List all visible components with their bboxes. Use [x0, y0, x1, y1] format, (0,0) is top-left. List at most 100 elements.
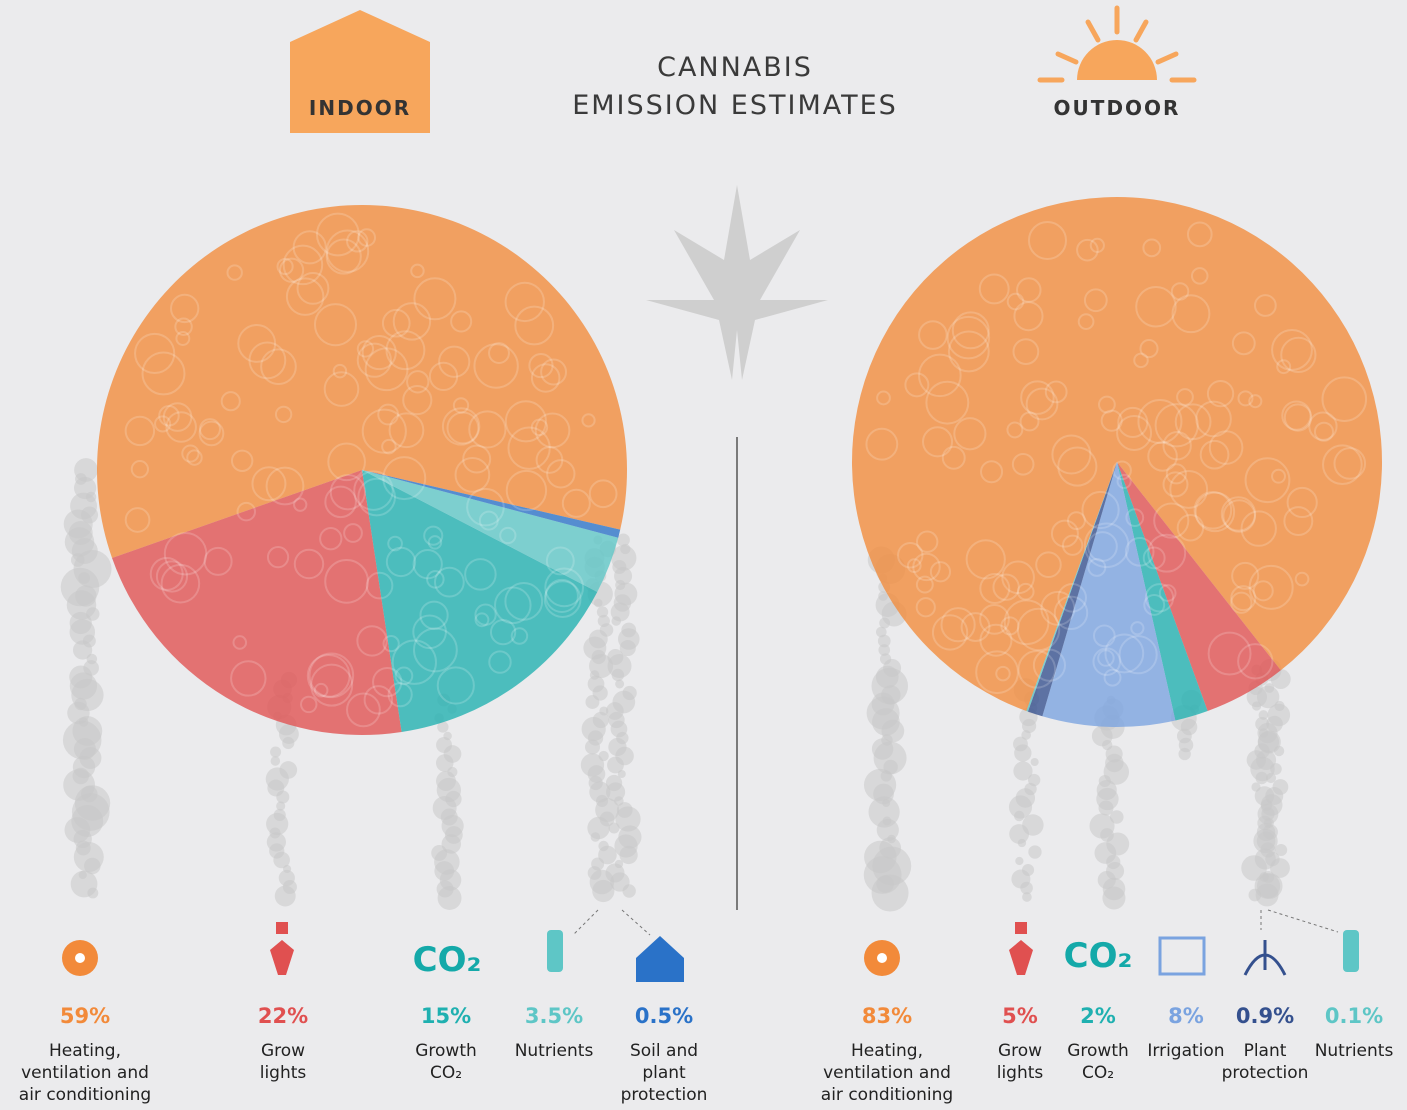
texture-bubble	[1144, 583, 1175, 613]
texture-bubble	[361, 334, 397, 371]
texture-bubble	[293, 497, 308, 512]
texture-bubble	[1231, 331, 1256, 356]
texture-bubble	[1222, 499, 1256, 533]
texture-bubble	[391, 639, 437, 685]
smoke-bubble	[273, 851, 290, 869]
lamp-icon	[1009, 922, 1033, 975]
texture-bubble	[353, 470, 394, 511]
texture-bubble	[544, 578, 579, 614]
texture-bubble	[220, 391, 241, 412]
texture-bubble	[1153, 502, 1190, 539]
texture-bubble	[1237, 643, 1274, 680]
texture-bubble	[149, 556, 184, 591]
smoke-bubble	[1251, 701, 1262, 711]
texture-bubble	[1283, 403, 1313, 432]
smoke-bubble	[441, 834, 461, 854]
texture-bubble	[1001, 560, 1035, 595]
title: CANNABIS	[657, 52, 813, 83]
greenhouse-icon	[636, 936, 684, 982]
texture-bubble	[1280, 336, 1317, 374]
smoke-bubble	[1014, 810, 1025, 822]
texture-bubble	[1322, 444, 1363, 486]
smoke-bubble	[1273, 745, 1285, 757]
texture-bubble	[544, 567, 585, 608]
smoke-bubble	[72, 640, 93, 660]
texture-bubble	[154, 415, 172, 433]
texture-bubble	[1252, 580, 1274, 602]
smoke-bubble	[276, 790, 290, 804]
category-label: Grow lights	[259, 1041, 307, 1083]
texture-bubble	[412, 614, 447, 650]
smoke-bubble	[1015, 856, 1024, 866]
texture-bubble	[452, 397, 470, 414]
texture-bubble	[995, 665, 1011, 682]
texture-bubble	[276, 257, 294, 276]
texture-bubble	[450, 310, 473, 333]
texture-bubble	[325, 238, 362, 275]
texture-bubble	[319, 527, 343, 551]
texture-bubble	[412, 627, 458, 673]
texture-bubble	[436, 666, 475, 705]
texture-bubble	[1083, 522, 1130, 569]
category-label: Grow lights	[996, 1041, 1044, 1083]
smoke-bubble	[1098, 800, 1114, 816]
pie-slice	[851, 197, 1382, 712]
texture-bubble	[329, 474, 367, 511]
smoke-bubble	[1178, 747, 1191, 761]
smoke-bubble	[1257, 731, 1280, 753]
texture-bubble	[489, 619, 517, 646]
texture-bubble	[162, 402, 193, 432]
texture-bubble	[1135, 285, 1177, 328]
plant-icon	[1243, 940, 1287, 976]
texture-bubble	[514, 305, 555, 346]
texture-bubble	[324, 558, 369, 604]
texture-bubble	[504, 281, 545, 323]
smoke-bubble	[1021, 718, 1037, 734]
texture-bubble	[478, 510, 499, 531]
texture-bubble	[357, 228, 377, 247]
smoke-bubble	[437, 721, 449, 733]
texture-bubble	[1076, 238, 1099, 262]
texture-bubble	[466, 487, 505, 527]
texture-bubble	[474, 603, 497, 626]
smoke-bubble	[1270, 763, 1282, 775]
texture-bubble	[155, 560, 189, 593]
value-label: 0.1%	[1324, 1004, 1384, 1028]
texture-bubble	[1016, 582, 1035, 601]
texture-bubble	[427, 535, 443, 550]
house-icon	[290, 10, 430, 133]
texture-bubble	[540, 358, 568, 386]
texture-bubble	[1230, 591, 1253, 614]
texture-bubble	[1130, 621, 1145, 636]
texture-bubble	[1116, 473, 1132, 490]
texture-bubble	[1186, 221, 1213, 248]
texture-bubble	[865, 427, 899, 461]
texture-bubble	[428, 361, 459, 392]
texture-bubble	[979, 623, 1013, 657]
texture-bubble	[232, 635, 248, 650]
texture-bubble	[925, 380, 970, 425]
texture-bubble	[226, 264, 243, 281]
texture-bubble	[387, 535, 403, 552]
value-label: 0.5%	[634, 1004, 694, 1028]
texture-bubble	[1117, 406, 1149, 439]
value-label: 83%	[861, 1004, 913, 1028]
texture-bubble	[904, 372, 930, 398]
texture-bubble	[499, 526, 517, 545]
category-label: Nutrients	[514, 1041, 594, 1061]
texture-bubble	[198, 420, 225, 447]
chart-title: INDOOR	[308, 96, 412, 120]
texture-bubble	[381, 438, 397, 455]
texture-bubble	[1087, 531, 1118, 562]
texture-bubble	[1087, 557, 1107, 577]
texture-bubble	[1125, 508, 1145, 527]
texture-bubble	[1281, 400, 1312, 431]
texture-bubble	[1097, 395, 1116, 414]
texture-bubble	[1253, 294, 1277, 317]
texture-bubble	[308, 652, 355, 699]
texture-bubble	[1271, 328, 1313, 371]
pie-slice	[112, 470, 402, 735]
texture-bubble	[1142, 546, 1166, 570]
texture-bubble	[434, 566, 465, 598]
texture-bubble	[1051, 434, 1092, 475]
